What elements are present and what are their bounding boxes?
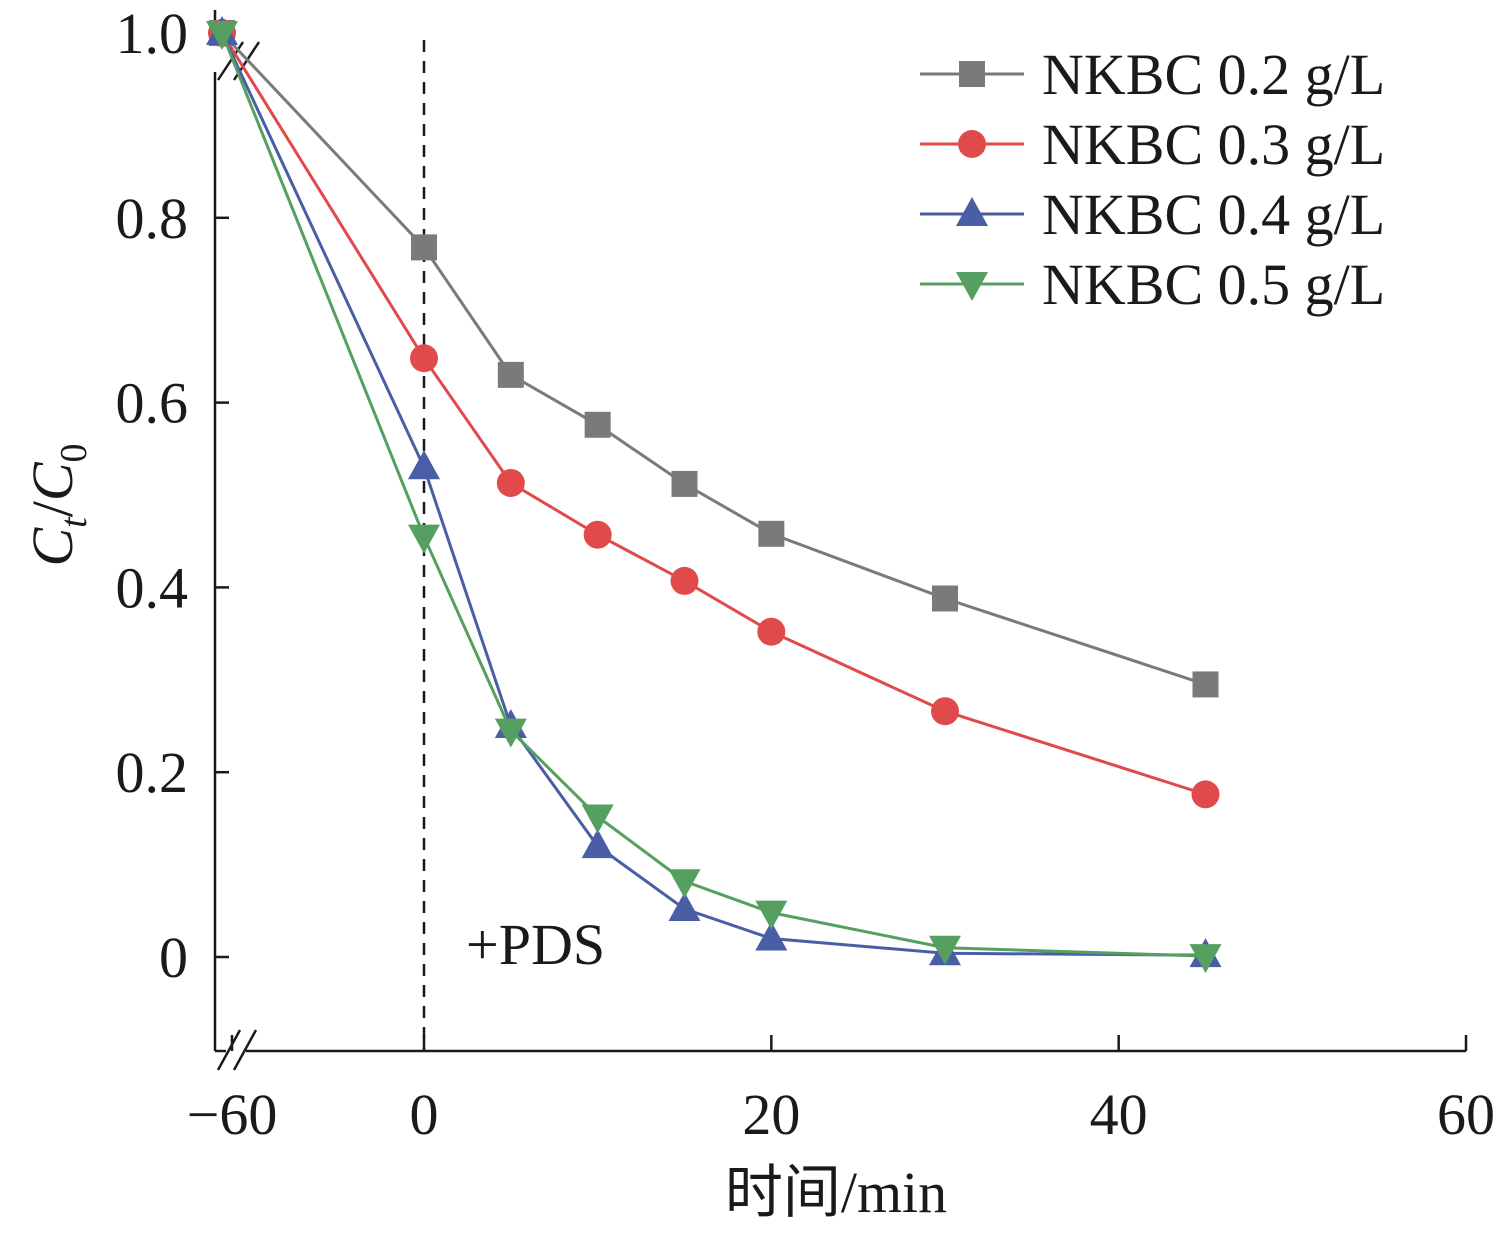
series-layer	[206, 16, 1222, 974]
x-tick-label: −60	[187, 1082, 278, 1147]
series-line	[220, 32, 1206, 957]
data-point	[1189, 944, 1222, 974]
x-tick-label: 0	[410, 1082, 439, 1147]
x-tick-label: 60	[1437, 1082, 1495, 1147]
series-line	[220, 32, 1206, 958]
series-2	[208, 19, 1220, 809]
y-tick-label: 1.0	[116, 1, 189, 66]
y-title-0: 0	[53, 443, 95, 462]
y-title-slash: /	[20, 500, 85, 517]
x-tick-label: 20	[742, 1082, 800, 1147]
legend-marker	[958, 130, 986, 158]
data-point	[581, 829, 614, 859]
data-point	[497, 361, 524, 388]
data-point	[755, 900, 788, 930]
data-point	[932, 585, 958, 612]
y-title-c0: C	[20, 461, 85, 501]
y-title-c: C	[20, 527, 85, 567]
legend-label: NKBC 0.2 g/L	[1042, 42, 1385, 107]
x-break-mark	[216, 1029, 242, 1071]
data-point	[931, 697, 959, 726]
data-point	[758, 520, 785, 547]
data-point	[671, 470, 698, 497]
data-point	[929, 935, 961, 965]
series-line	[220, 31, 1206, 686]
data-point	[584, 411, 611, 438]
series-line	[220, 32, 1206, 796]
legend-entry: NKBC 0.4 g/L	[920, 182, 1385, 247]
legend-marker	[956, 272, 988, 301]
series-4	[206, 21, 1222, 974]
y-title-t: t	[53, 516, 95, 528]
legend-label: NKBC 0.5 g/L	[1042, 252, 1385, 317]
data-point	[668, 891, 701, 921]
legend-entry: NKBC 0.3 g/L	[920, 112, 1385, 177]
y-break-mark	[216, 41, 245, 81]
data-point	[494, 718, 527, 748]
y-tick-label: 0.4	[116, 555, 189, 620]
data-point	[668, 869, 701, 899]
data-point	[583, 520, 612, 549]
x-tick-label: 40	[1090, 1082, 1148, 1147]
data-point	[410, 344, 438, 373]
pds-annotation: +PDS	[466, 912, 605, 977]
legend-marker	[956, 197, 988, 226]
data-point	[1191, 780, 1220, 809]
y-tick-label: 0.2	[116, 740, 189, 805]
data-point	[670, 566, 699, 595]
y-axis-title: Ct/C0	[20, 443, 95, 566]
legend-label: NKBC 0.4 g/L	[1042, 182, 1385, 247]
x-break-mark	[232, 1029, 258, 1071]
data-point	[408, 450, 440, 480]
data-point	[408, 524, 440, 554]
legend-label: NKBC 0.3 g/L	[1042, 112, 1385, 177]
data-point	[581, 804, 614, 834]
legend-entry: NKBC 0.5 g/L	[920, 252, 1385, 317]
data-point	[1192, 671, 1219, 698]
legend-marker	[959, 61, 985, 87]
data-point	[757, 617, 786, 646]
y-tick-label: 0	[159, 925, 188, 990]
annotation-layer: +PDS	[422, 40, 605, 1051]
data-point	[755, 921, 788, 951]
legend-entry: NKBC 0.2 g/L	[920, 42, 1385, 107]
data-point	[496, 468, 525, 497]
x-axis-title: 时间/min	[725, 1160, 947, 1225]
y-tick-label: 0.8	[116, 186, 189, 251]
ticks: 0 0.2 0.4 0.6 0.8 1.0 −60 0 20 40 60	[116, 1, 1496, 1147]
y-tick-label: 0.6	[116, 371, 189, 436]
data-point	[206, 21, 238, 50]
data-point	[411, 234, 437, 261]
